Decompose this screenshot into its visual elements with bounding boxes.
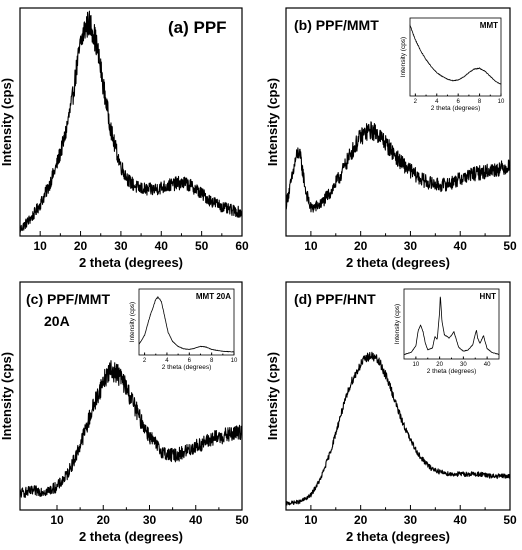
panel-b-xtick-label: 40	[454, 239, 468, 253]
inset-axes	[409, 17, 502, 97]
panel-a-xtick-label: 60	[235, 239, 249, 253]
panel-a-xtick-label: 10	[34, 239, 48, 253]
panel-b-xtick-label: 10	[304, 239, 318, 253]
panel-d-inset: 10 20 30 40 2 theta (degrees) Intensity (cps)…	[388, 286, 502, 378]
panel-a-xtick-label: 40	[155, 239, 169, 253]
panel-c-xtick-label: 40	[189, 513, 203, 527]
panel-d-xtick-label: 50	[503, 513, 517, 527]
panel-a-axes	[19, 7, 243, 237]
inset-xlabel: 2 theta (degrees)	[162, 364, 212, 371]
inset-xtick-label: 4	[165, 358, 169, 364]
inset-xlabel: 2 theta (degrees)	[427, 368, 477, 375]
inset-ylabel: Intensity (cps)	[400, 37, 407, 77]
panel-c-inset: 2 4 6 8 10 2 theta (degrees) Intensity (cps) MM…	[123, 286, 238, 374]
inset-background	[388, 286, 502, 378]
inset-xrd-line	[403, 296, 500, 355]
inset-background	[394, 15, 504, 115]
panel-c-xtick-label: 50	[235, 513, 249, 527]
panel-a-xtick-label: 30	[114, 239, 128, 253]
panel-a-title: (a) PPF	[168, 18, 227, 37]
panel-d-xtick-label: 40	[454, 513, 468, 527]
panel-c-xlabel: 2 theta (degrees)	[79, 529, 183, 544]
panel-a: 10 20 30 40 50 60 2 theta (degrees) Intensity (…	[0, 7, 249, 270]
inset-ylabel: Intensity (cps)	[394, 304, 401, 344]
panel-d-xtick-label: 20	[354, 513, 368, 527]
panel-a-xlabel: 2 theta (degrees)	[79, 255, 183, 270]
inset-xtick-label: 20	[436, 362, 443, 368]
panel-c-xrd-line	[19, 360, 243, 498]
panel-b-xtick-label: 20	[354, 239, 368, 253]
panel-a-ylabel: Intensity (cps)	[0, 78, 14, 166]
inset-xtick-label: 8	[210, 358, 214, 364]
panel-c-subtitle: 20A	[44, 313, 70, 329]
inset-xtick-label: 4	[435, 99, 439, 105]
panel-b-inset: 2 4 6 8 10 2 theta (degrees) Intensity (cps) MM…	[394, 15, 505, 115]
inset-xtick-label: 10	[231, 358, 238, 364]
panel-d-xtick-label: 10	[304, 513, 318, 527]
panel-d-xlabel: 2 theta (degrees)	[346, 529, 450, 544]
inset-axes	[138, 288, 235, 356]
inset-xtick-label: 2	[143, 358, 147, 364]
panel-c-xtick-label: 20	[97, 513, 111, 527]
inset-xtick-label: 40	[484, 362, 491, 368]
inset-xtick-label: 8	[478, 99, 482, 105]
panel-d-ylabel: Intensity (cps)	[265, 352, 280, 440]
inset-xrd-line	[138, 296, 235, 353]
panel-b-xlabel: 2 theta (degrees)	[346, 255, 450, 270]
panel-d-xrd-line	[285, 351, 511, 506]
panel-a-xrd-line	[19, 10, 243, 233]
inset-xtick-label: 6	[188, 358, 192, 364]
panel-d: 10 20 30 40 50 2 theta (degrees) Intensity (cp…	[265, 281, 517, 544]
panel-a-xtick-label: 50	[195, 239, 209, 253]
panel-c-xtick-label: 30	[143, 513, 157, 527]
inset-xtick-label: 6	[457, 99, 461, 105]
panel-c-title: (c) PPF/MMT	[26, 291, 110, 307]
panel-d-title: (d) PPF/HNT	[294, 291, 376, 307]
inset-xrd-line	[409, 24, 502, 85]
inset-title: HNT	[480, 292, 497, 301]
inset-xtick-label: 10	[498, 99, 505, 105]
panel-c: 10 20 30 40 50 2 theta (degrees) Intensity (cp…	[0, 281, 249, 544]
panel-b: 10 20 30 40 50 2 theta (degrees) Intensity (cp…	[265, 7, 517, 270]
panel-d-xtick-label: 30	[404, 513, 418, 527]
panel-c-ylabel: Intensity (cps)	[0, 352, 14, 440]
panel-b-ylabel: Intensity (cps)	[265, 78, 280, 166]
panel-b-axes	[285, 7, 511, 237]
panel-c-xtick-label: 10	[50, 513, 64, 527]
inset-title: MMT	[480, 21, 498, 30]
panel-b-title: (b) PPF/MMT	[294, 17, 379, 33]
inset-ylabel: Intensity (cps)	[129, 302, 136, 342]
inset-xlabel: 2 theta (degrees)	[431, 105, 481, 112]
panel-c-axes	[19, 281, 243, 511]
inset-xtick-label: 10	[413, 362, 420, 368]
inset-background	[123, 286, 237, 374]
inset-xtick-label: 30	[460, 362, 467, 368]
inset-xtick-label: 2	[414, 99, 418, 105]
panel-b-xtick-label: 50	[503, 239, 517, 253]
panel-b-xrd-line	[285, 121, 511, 213]
panel-a-xtick-label: 20	[74, 239, 88, 253]
inset-title: MMT 20A	[196, 292, 231, 301]
panel-d-axes	[285, 281, 511, 511]
panel-b-xtick-label: 30	[404, 239, 418, 253]
